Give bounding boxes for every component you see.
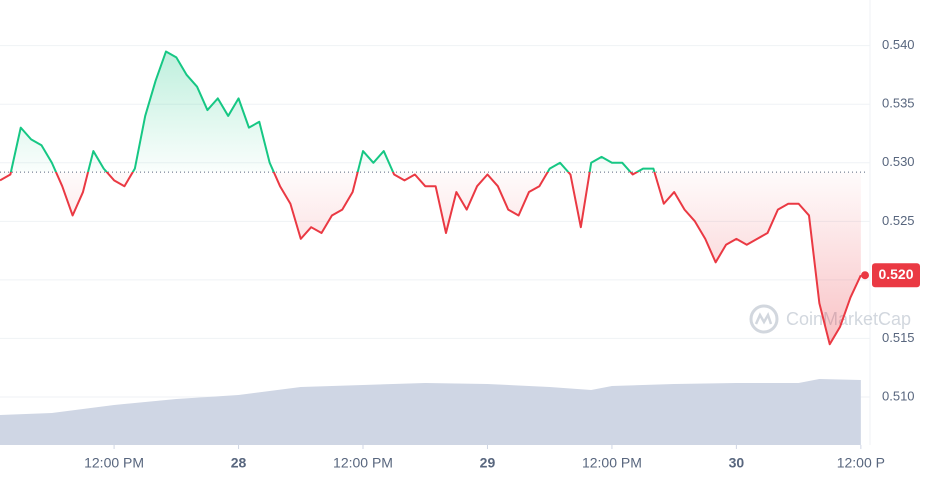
current-price-label: 0.520 xyxy=(878,266,913,282)
x-tick-label: 12:00 PM xyxy=(333,455,393,471)
y-tick-label: 0.540 xyxy=(882,37,915,52)
price-line xyxy=(0,50,862,346)
x-tick-label: 12:00 PM xyxy=(84,455,144,471)
y-tick-label: 0.525 xyxy=(882,213,915,228)
x-tick-label: 29 xyxy=(480,455,496,471)
volume-area xyxy=(0,379,861,445)
x-tick-label: 12:00 P xyxy=(837,455,885,471)
current-price-box xyxy=(872,263,920,288)
watermark-text: CoinMarketCap xyxy=(786,309,911,329)
x-tick-label: 12:00 PM xyxy=(582,455,642,471)
x-tick-label: 30 xyxy=(729,455,745,471)
x-tick-label: 28 xyxy=(231,455,247,471)
y-tick-label: 0.535 xyxy=(882,96,915,111)
y-tick-label: 0.510 xyxy=(882,388,915,403)
price-area xyxy=(0,51,861,345)
current-price-dot xyxy=(861,271,869,280)
y-tick-label: 0.515 xyxy=(882,330,915,345)
watermark: CoinMarketCap xyxy=(749,304,911,334)
y-tick-label: 0.530 xyxy=(882,154,915,169)
